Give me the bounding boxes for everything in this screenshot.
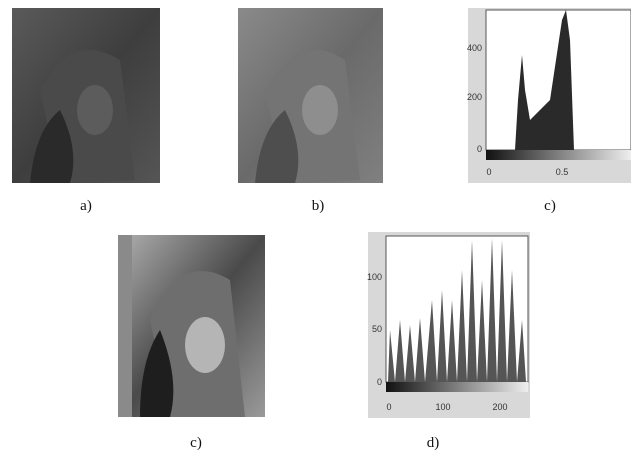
image-c	[118, 235, 265, 417]
x-tick-label: 0	[386, 402, 391, 412]
caption: c)	[190, 435, 202, 451]
caption: c)	[544, 198, 556, 214]
figure: a) b) 400 200 0 0 0.5 c) c) 100 50 0 0 1…	[0, 0, 631, 455]
y-tick-label: 200	[467, 92, 482, 102]
y-tick-label: 0	[377, 377, 382, 387]
image-a	[12, 8, 160, 183]
caption: a)	[80, 198, 92, 214]
x-tick-label: 100	[435, 402, 450, 412]
image-b	[238, 8, 383, 183]
histogram-d	[368, 232, 530, 418]
y-tick-label: 0	[477, 144, 482, 154]
caption: d)	[427, 435, 440, 451]
y-tick-label: 50	[372, 324, 382, 334]
caption: b)	[312, 198, 325, 214]
x-tick-label: 0	[486, 167, 491, 177]
histogram-c	[468, 8, 631, 183]
x-tick-label: 200	[492, 402, 507, 412]
x-tick-label: 0.5	[556, 167, 569, 177]
y-tick-label: 100	[367, 272, 382, 282]
y-tick-label: 400	[467, 43, 482, 53]
